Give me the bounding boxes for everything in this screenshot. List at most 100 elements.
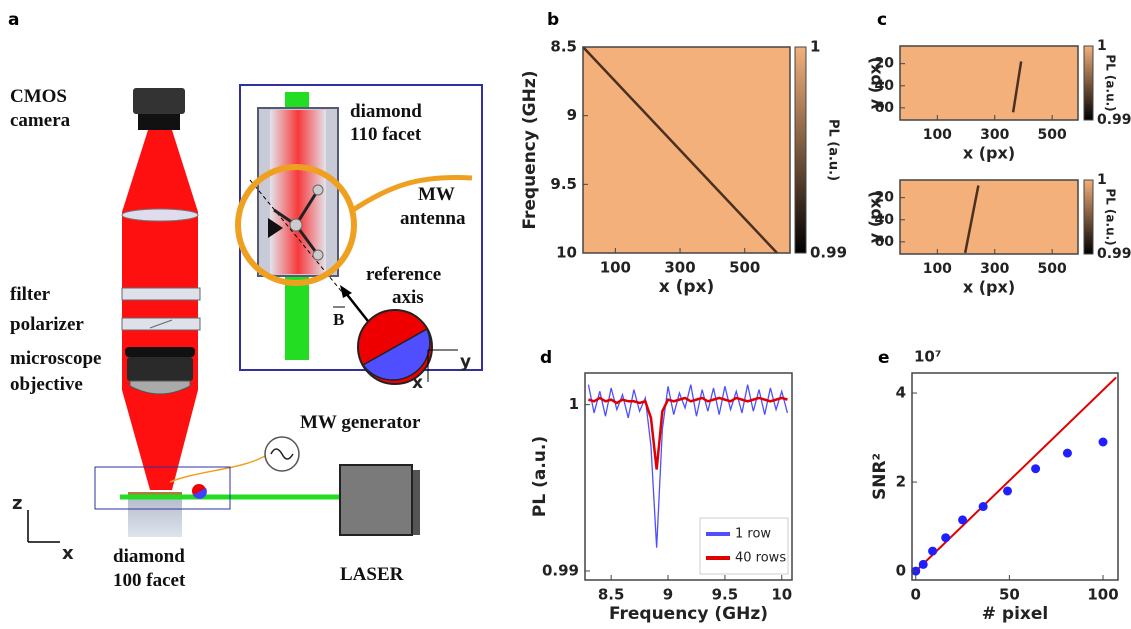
x-tick-label: 100 xyxy=(923,261,952,277)
x-tick-label: 500 xyxy=(729,259,760,277)
label: objective xyxy=(10,374,83,395)
point xyxy=(941,533,950,542)
point xyxy=(919,560,928,569)
x-axis-label: Frequency (GHz) xyxy=(609,604,768,624)
objective xyxy=(125,347,195,357)
label: reference xyxy=(366,264,441,285)
filter xyxy=(122,288,200,300)
y-tick-label: 8.5 xyxy=(550,38,577,56)
x-axis-label: x (px) xyxy=(963,144,1015,163)
y-tick-label: 9.5 xyxy=(550,175,577,193)
x-tick-label: 300 xyxy=(664,259,695,277)
y-axis-label: y (px) xyxy=(866,57,885,109)
point xyxy=(1099,438,1108,447)
x-tick-label: 9.5 xyxy=(712,586,739,604)
point xyxy=(928,547,937,556)
series-line xyxy=(588,398,787,470)
y-tick-label: 0 xyxy=(896,562,906,580)
camera xyxy=(138,114,180,130)
axis-label: y xyxy=(460,352,471,372)
label: axis xyxy=(392,287,424,308)
axis-label: x xyxy=(62,543,74,564)
x-tick-label: 300 xyxy=(980,261,1009,277)
colorbar xyxy=(795,47,806,253)
x-tick-label: 100 xyxy=(1087,586,1118,604)
label: diamond xyxy=(350,101,422,122)
point xyxy=(958,515,967,524)
x-tick-label: 8.5 xyxy=(598,586,625,604)
y-tick-label: 2 xyxy=(896,473,906,491)
heatmap xyxy=(583,47,790,253)
x-tick-label: 100 xyxy=(923,127,952,143)
colorbar-tick-label: 1 xyxy=(1097,172,1107,188)
atom xyxy=(313,250,323,260)
y-axis-label: PL (a.u.) xyxy=(530,436,550,517)
label: MW generator xyxy=(300,412,421,433)
panel-label: b xyxy=(547,10,559,30)
x-tick-label: 300 xyxy=(980,127,1009,143)
label: 100 facet xyxy=(113,570,186,591)
x-axis-label: x (px) xyxy=(659,277,715,297)
axis-multiplier: 10⁷ xyxy=(914,348,941,366)
label: LASER xyxy=(340,564,404,585)
x-axis-label: # pixel xyxy=(982,604,1048,624)
colorbar-tick-label: 1 xyxy=(810,38,820,56)
laser-box xyxy=(340,465,412,535)
x-tick-label: 500 xyxy=(1038,261,1067,277)
x-tick-label: 100 xyxy=(600,259,631,277)
y-axis-label: y (px) xyxy=(866,191,885,243)
label: B xyxy=(333,310,344,329)
setup-diagram: a CMOS camera filter polarizer microscop… xyxy=(8,10,482,591)
colorbar xyxy=(1084,180,1093,254)
lens xyxy=(122,209,198,221)
colorbar-label: PL (a.u.) xyxy=(826,119,841,181)
label: diamond xyxy=(113,546,185,567)
y-tick-label: 1 xyxy=(569,395,579,413)
x-axis-label: x (px) xyxy=(963,278,1015,297)
label: 110 facet xyxy=(350,124,422,145)
label: antenna xyxy=(400,208,466,229)
point xyxy=(979,502,988,511)
point xyxy=(1031,464,1040,473)
atom xyxy=(313,185,323,195)
x-tick-label: 0 xyxy=(911,586,921,604)
heatmap xyxy=(900,180,1078,254)
y-tick-label: 0.99 xyxy=(542,562,579,580)
camera xyxy=(133,88,185,114)
x-tick-label: 9 xyxy=(663,586,673,604)
x-tick-label: 500 xyxy=(1038,127,1067,143)
label: microscope xyxy=(10,348,101,369)
colorbar-label: PL (a.u.) xyxy=(1104,188,1118,245)
figure: a CMOS camera filter polarizer microscop… xyxy=(0,0,1131,629)
x-tick-label: 10 xyxy=(771,586,792,604)
label: camera xyxy=(10,110,71,131)
heatmap xyxy=(900,46,1078,120)
colorbar-tick-label: 0.99 xyxy=(810,244,847,262)
point xyxy=(1063,449,1072,458)
legend-label: 1 row xyxy=(735,527,771,542)
axis-label: x xyxy=(412,373,423,393)
mw-cable xyxy=(170,456,265,482)
y-tick-label: 4 xyxy=(896,384,906,402)
x-tick-label: 50 xyxy=(999,586,1020,604)
legend-label: 40 rows xyxy=(735,551,786,566)
y-tick-label: 9 xyxy=(567,106,577,124)
laser-beam xyxy=(122,130,198,490)
label: filter xyxy=(10,284,51,305)
colorbar xyxy=(1084,46,1093,120)
point xyxy=(1003,486,1012,495)
label: CMOS xyxy=(10,86,67,107)
panel-label: d xyxy=(540,348,552,368)
y-axis-label: SNR² xyxy=(870,453,890,500)
colorbar-tick-label: 0.99 xyxy=(1097,246,1131,262)
atom xyxy=(290,219,302,231)
panel-label: c xyxy=(877,10,887,30)
panel-label: e xyxy=(878,348,890,368)
colorbar-tick-label: 0.99 xyxy=(1097,112,1131,128)
axis-label: z xyxy=(12,493,22,514)
label: polarizer xyxy=(10,314,84,335)
colorbar-tick-label: 1 xyxy=(1097,38,1107,54)
objective xyxy=(127,357,193,381)
panel-label: a xyxy=(8,10,19,30)
